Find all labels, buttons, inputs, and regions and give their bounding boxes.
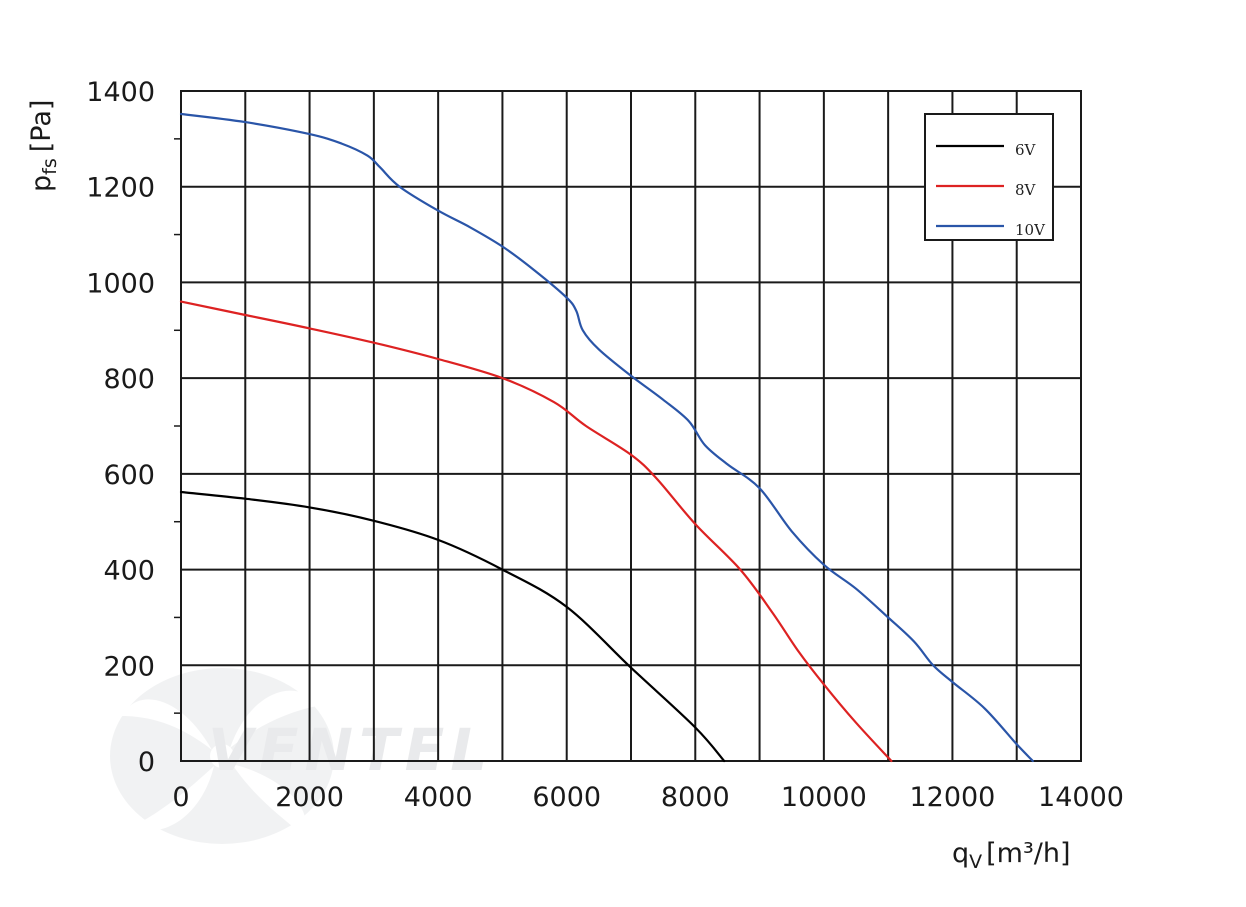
y-tick-label: 1200 — [86, 173, 155, 204]
series-line-8v — [179, 300, 893, 763]
series-line-6v — [179, 490, 726, 763]
x-tick-label: 6000 — [532, 782, 601, 813]
x-tick-label: 2000 — [275, 782, 344, 813]
legend-box — [924, 113, 1054, 241]
y-tick-label: 800 — [103, 364, 155, 395]
y-tick-labels: 0 200 400 600 800 1000 1200 1400 — [86, 77, 155, 778]
legend-label-10v: 10V — [1015, 221, 1046, 239]
x-tick-label: 4000 — [404, 782, 473, 813]
series-layer — [179, 112, 1034, 763]
y-tick-label: 200 — [103, 651, 155, 682]
y-tick-label: 0 — [138, 747, 155, 778]
legend: 6V 8V 10V — [924, 113, 1054, 241]
y-tick-label: 1400 — [86, 77, 155, 108]
x-tick-label: 8000 — [661, 782, 730, 813]
legend-label-8v: 8V — [1015, 181, 1037, 199]
x-tick-label: 10000 — [781, 782, 867, 813]
x-tick-labels: 0 2000 4000 6000 8000 10000 12000 14000 — [172, 782, 1124, 813]
y-axis-label: pfs[Pa] — [26, 100, 61, 192]
y-tick-label: 600 — [103, 460, 155, 491]
x-tick-label: 0 — [172, 782, 189, 813]
watermark: VENTEL — [110, 668, 493, 844]
x-axis-label: qV [m³/h] — [952, 838, 1071, 873]
plot-frame — [180, 90, 1082, 762]
series-line-10v — [179, 112, 1034, 763]
legend-label-6v: 6V — [1015, 141, 1037, 159]
minor-ticks — [174, 138, 181, 714]
y-tick-label: 1000 — [86, 268, 155, 299]
y-tick-label: 400 — [103, 556, 155, 587]
x-tick-label: 14000 — [1038, 782, 1124, 813]
watermark-brand: VENTEL — [208, 716, 493, 784]
x-tick-label: 12000 — [909, 782, 995, 813]
